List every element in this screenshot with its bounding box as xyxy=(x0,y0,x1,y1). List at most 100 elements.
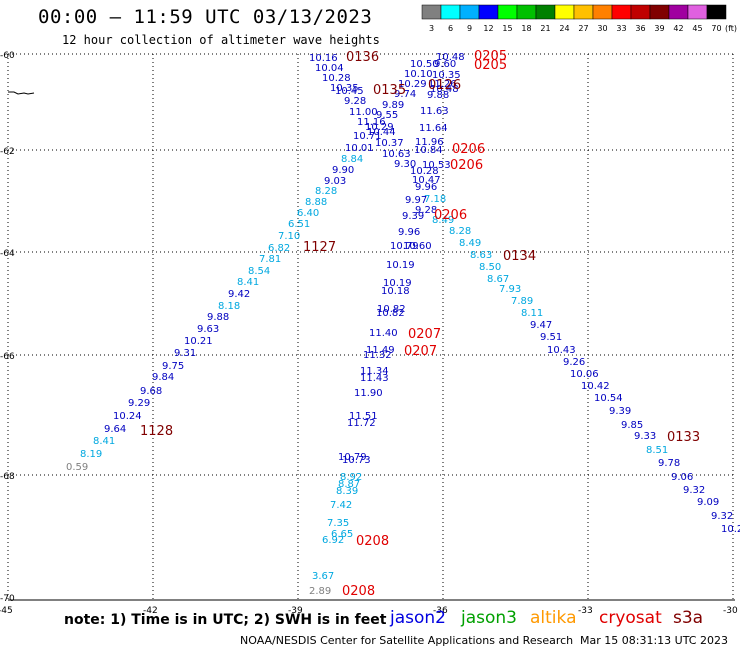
wave-height-value: 9.32 xyxy=(683,485,705,496)
wave-height-value: 10.60 xyxy=(403,241,432,252)
wave-height-value: 9.64 xyxy=(104,424,126,435)
wave-height-value: 10.82 xyxy=(377,304,406,315)
wave-height-value: 10.28 xyxy=(322,73,351,84)
wave-height-value: 9.09 xyxy=(697,497,719,508)
wave-height-value: 9.75 xyxy=(162,361,184,372)
lat-label: -68 xyxy=(0,472,15,482)
wave-height-value: 10.73 xyxy=(342,455,371,466)
wave-height-value: 10.24 xyxy=(113,411,142,422)
wave-height-value: 8.49 xyxy=(459,238,481,249)
wave-height-value: 11.64 xyxy=(419,123,448,134)
longitude-labels: -45 -42 -39 -36 -33 -30 xyxy=(0,606,738,616)
wave-height-value: 10.43 xyxy=(547,345,576,356)
wave-height-value: 11.16 xyxy=(357,117,386,128)
lon-label: -36 xyxy=(433,606,448,616)
pass-time-label: 0207 xyxy=(404,344,437,359)
scale-label: 9 xyxy=(467,24,472,33)
wave-height-value: 10.06 xyxy=(570,369,599,380)
lon-label: -39 xyxy=(288,606,303,616)
wave-height-value: 10.53 xyxy=(422,160,451,171)
wave-height-value: 11.51 xyxy=(349,411,378,422)
pass-time-label: 0207 xyxy=(408,327,441,342)
wave-height-value: 9.74 xyxy=(394,89,416,100)
wave-height-value: 10.54 xyxy=(594,393,623,404)
wave-height-value: 9.96 xyxy=(415,182,437,193)
scale-label: 36 xyxy=(635,24,645,33)
scale-swatch xyxy=(478,4,499,20)
wave-height-value: 8.19 xyxy=(80,449,102,460)
wave-height-value: 9.88 xyxy=(427,90,449,101)
pass-time-label: 0206 xyxy=(450,158,483,173)
wave-height-value: 10.37 xyxy=(375,138,404,149)
wave-height-value: 10.2 xyxy=(721,524,740,535)
wave-height-value: 10.19 xyxy=(386,260,415,271)
wave-height-value: 10.35 xyxy=(330,83,359,94)
pass-time-label: 0208 xyxy=(342,584,375,599)
lat-label: -70 xyxy=(0,594,15,604)
wave-height-value: 8.28 xyxy=(449,226,471,237)
wave-height-value: 9.28 xyxy=(344,96,366,107)
lat-label: -62 xyxy=(0,147,15,157)
wave-height-value: 11.96 xyxy=(415,137,444,148)
wave-height-value: 7.42 xyxy=(330,500,352,511)
wave-height-value: 8.92 xyxy=(340,472,362,483)
wave-height-value: 9.42 xyxy=(228,289,250,300)
pass-time-label: 0133 xyxy=(667,430,700,445)
wave-height-value: 10.48 xyxy=(436,52,465,63)
wave-height-value: 11.49 xyxy=(366,345,395,356)
pass-time-label: 0205 xyxy=(474,49,507,64)
wave-height-value: 9.68 xyxy=(140,386,162,397)
scale-swatch xyxy=(421,4,442,20)
scale-swatch xyxy=(440,4,461,20)
wave-height-value: 8.54 xyxy=(248,266,270,277)
wave-height-value: 10.79 xyxy=(338,452,367,463)
wave-height-value: 11.32 xyxy=(363,350,392,361)
wave-height-value: 6.51 xyxy=(288,219,310,230)
wave-height-value: 8.11 xyxy=(521,308,543,319)
wave-height-value: 9.39 xyxy=(609,406,631,417)
wave-height-value: 11.00 xyxy=(349,107,378,118)
wave-height-value: 7.35 xyxy=(327,518,349,529)
wave-height-value: 10.45 xyxy=(335,86,364,97)
wave-height-value: 10.29 xyxy=(365,122,394,133)
scale-swatch xyxy=(630,4,651,20)
pass-time-labels: 0136013502050205012602060206020611270134… xyxy=(140,49,700,599)
wave-height-value: 7.81 xyxy=(259,254,281,265)
wave-height-value: 8.49 xyxy=(432,215,454,226)
scale-label: 42 xyxy=(673,24,683,33)
pass-time-label: 1128 xyxy=(140,424,173,439)
scale-swatch xyxy=(554,4,575,20)
wave-height-value: 6.40 xyxy=(297,208,319,219)
wave-height-value: 9.26 xyxy=(563,357,585,368)
wave-height-value: 9.85 xyxy=(621,420,643,431)
wave-height-value: 10.50 xyxy=(410,59,439,70)
wave-height-value: 10.82 xyxy=(376,308,405,319)
lon-label: -42 xyxy=(143,606,158,616)
wave-height-value: 10.04 xyxy=(315,63,344,74)
credit-line: NOAA/NESDIS Center for Satellite Applica… xyxy=(240,634,574,647)
map-grid xyxy=(7,53,735,601)
scale-label: 33 xyxy=(616,24,626,33)
wave-height-value: 8.63 xyxy=(470,250,492,261)
wave-height-value: 9.03 xyxy=(324,176,346,187)
lat-label: -60 xyxy=(0,51,15,61)
wave-height-value: 9.97 xyxy=(405,195,427,206)
legend-jason3: jason3 xyxy=(461,608,517,628)
pass-time-label: 0206 xyxy=(434,208,467,223)
wave-height-value: 6.92 xyxy=(322,535,344,546)
lon-label: -45 xyxy=(0,606,13,616)
wave-height-value: 10.01 xyxy=(345,143,374,154)
wave-height-value: 9.89 xyxy=(382,100,404,111)
wave-height-value: 10.16 xyxy=(309,53,338,64)
scale-swatch xyxy=(706,4,727,20)
coastline-fragment xyxy=(8,91,35,95)
wave-height-value: 9.88 xyxy=(207,312,229,323)
wave-height-value: 8.51 xyxy=(646,445,668,456)
wave-height-value: 9.06 xyxy=(671,472,693,483)
scale-label: 24 xyxy=(559,24,569,33)
wave-height-value: 8.18 xyxy=(218,301,240,312)
wave-height-value: 10.29 xyxy=(398,79,427,90)
wave-height-value: 9.78 xyxy=(658,458,680,469)
wave-height-value: 0.59 xyxy=(66,462,88,473)
